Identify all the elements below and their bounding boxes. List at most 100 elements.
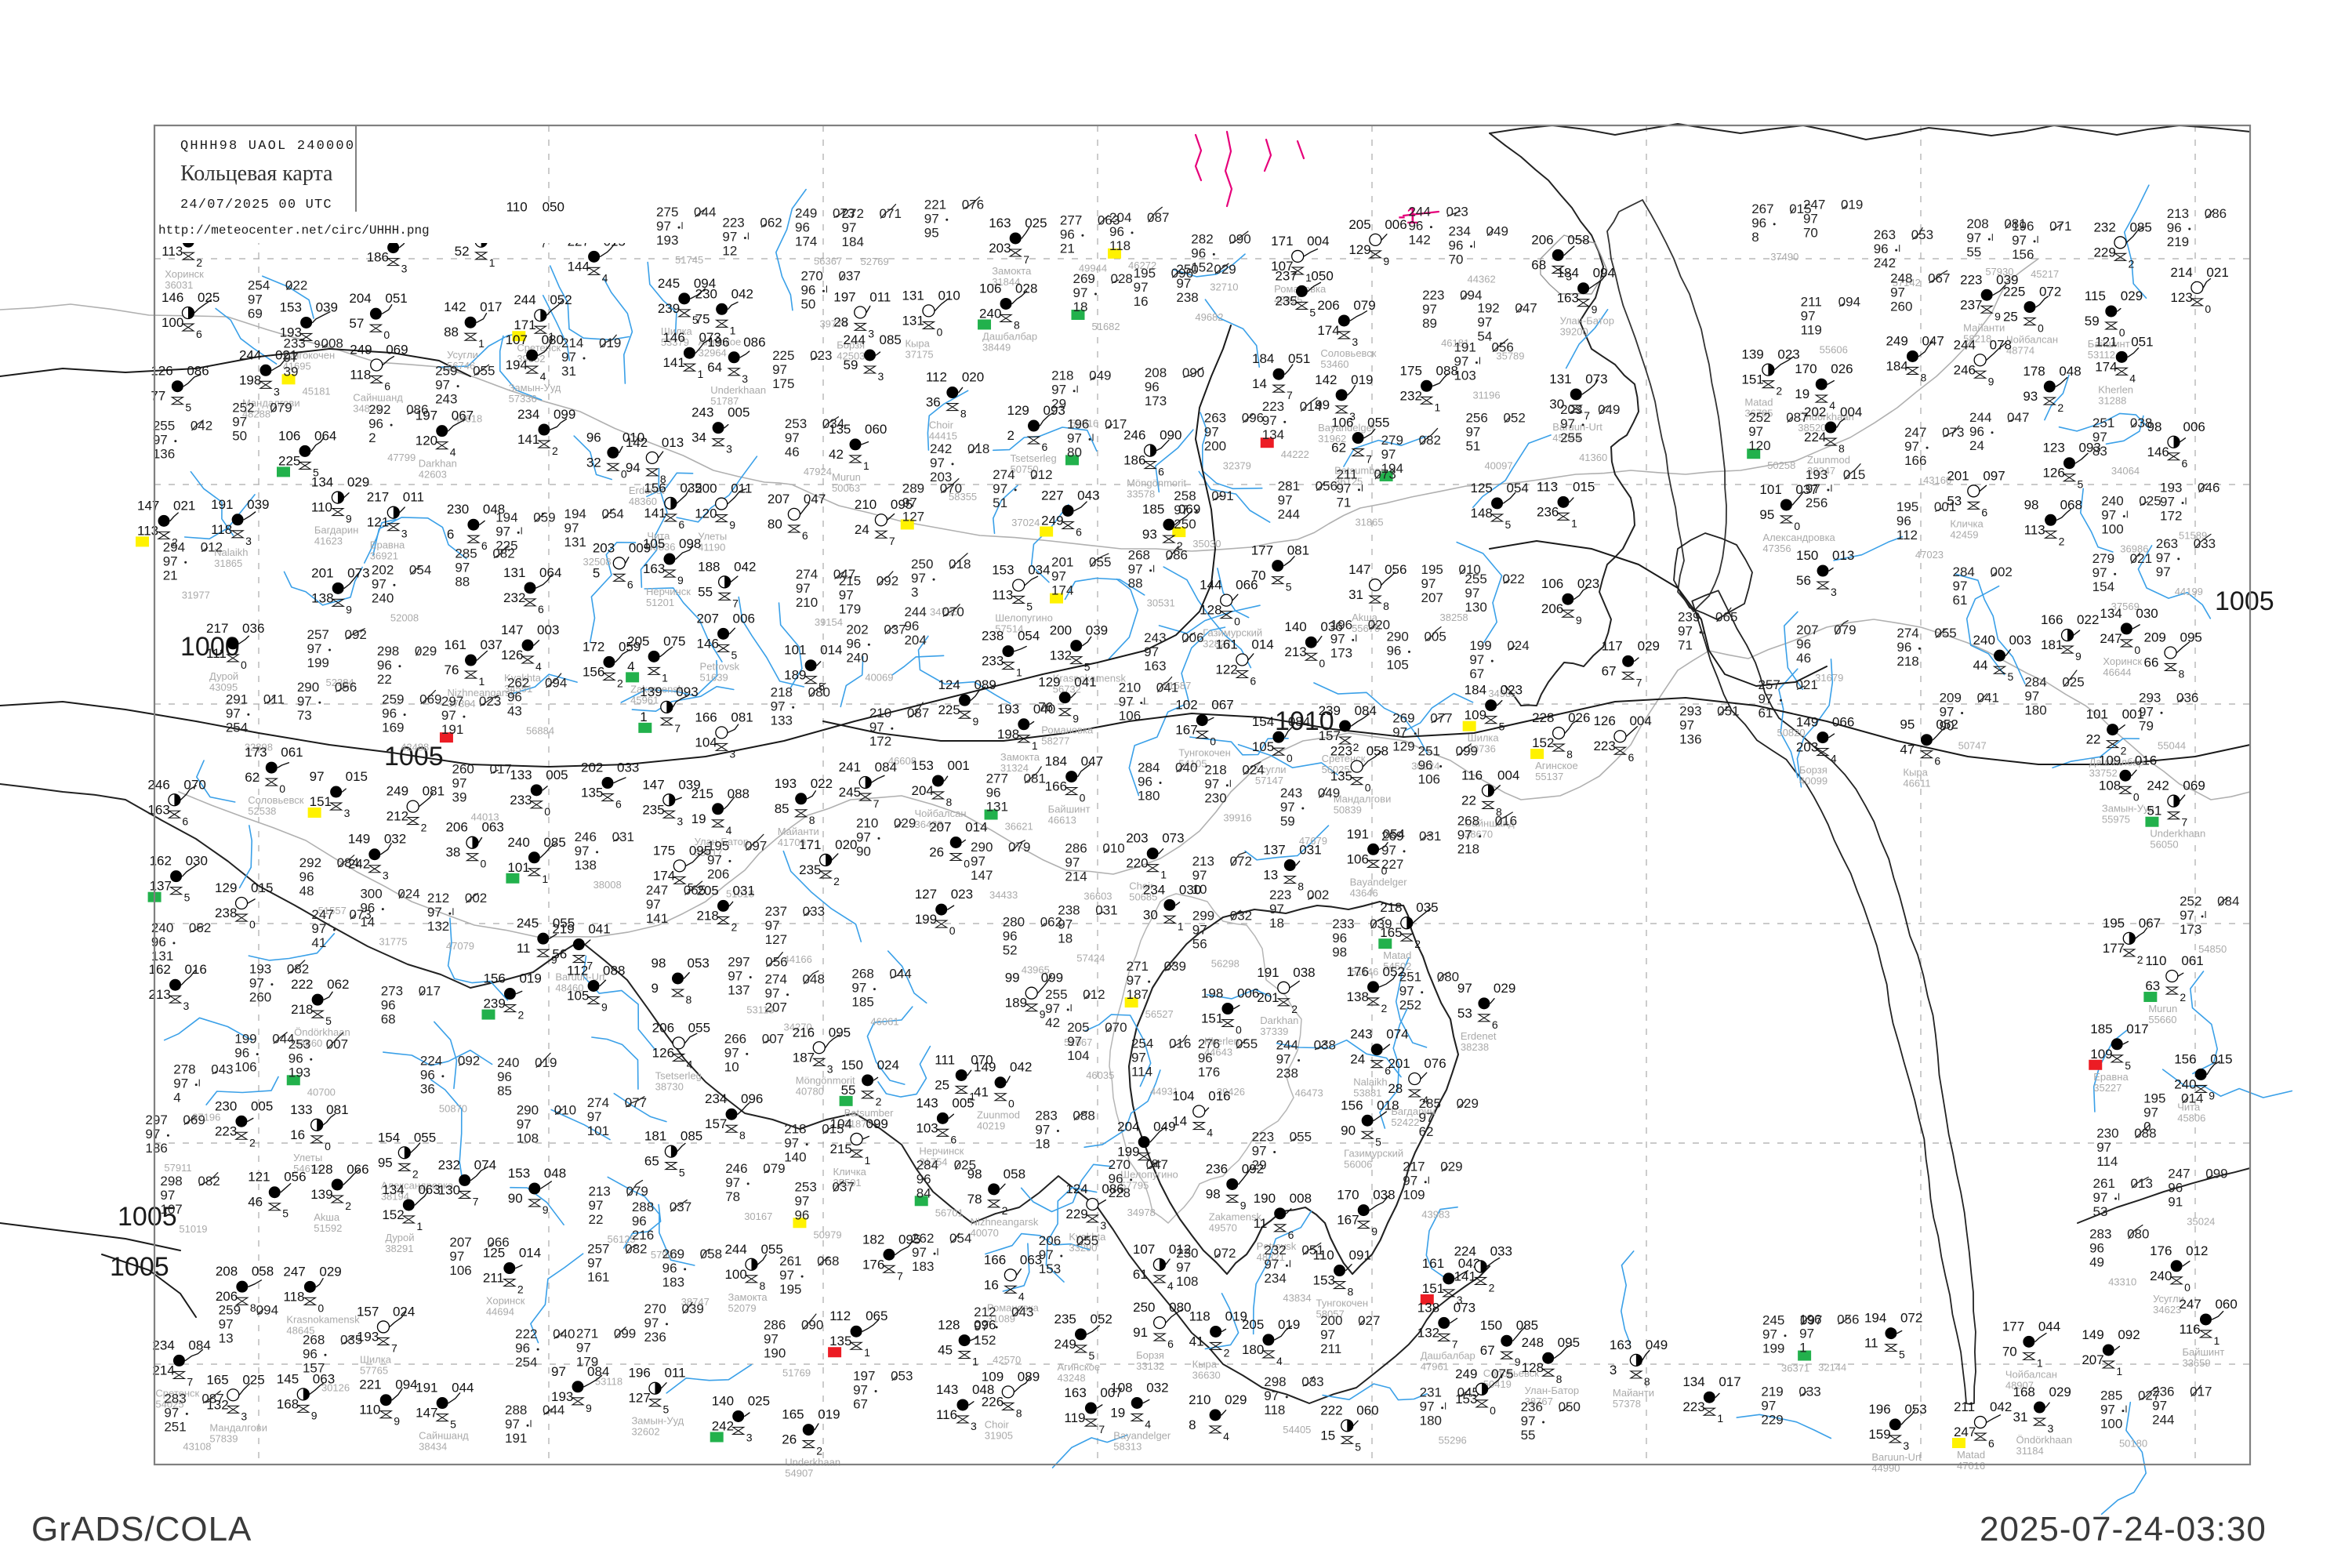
svg-text:39916: 39916: [1223, 812, 1251, 824]
svg-text:43646: 43646: [1350, 887, 1378, 898]
svg-text:42488: 42488: [401, 742, 429, 753]
svg-text:214: 214: [1065, 869, 1087, 884]
svg-text:33659: 33659: [2182, 1357, 2210, 1369]
svg-text:6: 6: [384, 379, 390, 392]
svg-text:97: 97: [1204, 777, 1219, 792]
svg-text:165: 165: [782, 1407, 804, 1422]
svg-text:208: 208: [1966, 216, 1988, 231]
svg-text:Соловьевск: Соловьевск: [248, 794, 303, 806]
svg-text:062: 062: [327, 977, 349, 992]
svg-text:33578: 33578: [1127, 488, 1155, 500]
svg-text:029: 029: [347, 475, 369, 490]
svg-text:6: 6: [196, 328, 202, 340]
svg-text:8: 8: [1920, 371, 1926, 383]
svg-text:96: 96: [1896, 640, 1911, 655]
svg-text:175: 175: [653, 843, 675, 858]
svg-text:242: 242: [930, 441, 952, 456]
svg-text:166: 166: [984, 1252, 1006, 1267]
svg-text:Кличка: Кличка: [1950, 517, 1984, 529]
svg-text:31865: 31865: [214, 557, 242, 569]
svg-text:044: 044: [889, 967, 911, 982]
svg-text:38449: 38449: [982, 341, 1011, 353]
svg-text:45806: 45806: [2177, 1112, 2205, 1123]
svg-text:1: 1: [489, 256, 495, 269]
svg-text:247: 247: [283, 1264, 305, 1279]
svg-text:51682: 51682: [1091, 321, 1120, 332]
svg-text:50: 50: [232, 429, 247, 444]
svg-text:89: 89: [1422, 316, 1437, 331]
svg-text:134: 134: [2100, 606, 2122, 621]
svg-text:2: 2: [617, 677, 623, 689]
svg-text:255: 255: [1045, 987, 1067, 1002]
svg-text:195: 195: [707, 838, 729, 853]
svg-text:024: 024: [1507, 638, 1529, 653]
svg-text:136: 136: [153, 447, 175, 462]
svg-text:97: 97: [564, 521, 579, 535]
svg-text:4: 4: [1018, 1290, 1025, 1302]
svg-text:97: 97: [785, 430, 800, 445]
svg-text:052: 052: [550, 292, 572, 307]
svg-text:97: 97: [2143, 1105, 2158, 1120]
svg-text:253: 253: [289, 1036, 310, 1051]
svg-text:137: 137: [1263, 843, 1285, 858]
svg-text:080: 080: [542, 332, 564, 347]
svg-text:058: 058: [1367, 744, 1388, 759]
svg-text:042: 042: [191, 419, 212, 434]
svg-text:105: 105: [643, 536, 665, 551]
svg-text:244: 244: [239, 347, 261, 362]
svg-text:189: 189: [1005, 996, 1027, 1011]
svg-text:068: 068: [2060, 497, 2082, 512]
svg-text:070: 070: [183, 777, 205, 792]
svg-text:194: 194: [1864, 1311, 1886, 1326]
svg-text:211: 211: [483, 1271, 504, 1286]
svg-text:056: 056: [1837, 1312, 1859, 1327]
svg-text:96: 96: [497, 1069, 512, 1084]
svg-text:190: 190: [764, 1345, 786, 1360]
svg-text:121: 121: [248, 1170, 270, 1185]
svg-text:8: 8: [946, 796, 952, 808]
svg-text:108: 108: [517, 1131, 539, 1145]
svg-text:154: 154: [2092, 579, 2114, 594]
svg-text:025: 025: [242, 1372, 264, 1387]
svg-text:106: 106: [1347, 851, 1369, 866]
svg-text:53: 53: [1947, 493, 1962, 508]
svg-text:132: 132: [1417, 1325, 1439, 1340]
svg-text:163: 163: [147, 802, 169, 817]
svg-text:46035: 46035: [1086, 1069, 1114, 1081]
svg-text:88: 88: [1128, 576, 1143, 591]
svg-text:247: 247: [1803, 197, 1825, 212]
svg-text:187: 187: [1127, 987, 1149, 1002]
svg-text:210: 210: [856, 815, 878, 830]
svg-text:017: 017: [2126, 1022, 2148, 1036]
svg-text:Дашбалбар: Дашбалбар: [1421, 1349, 1475, 1361]
svg-text:56006: 56006: [1344, 1158, 1372, 1170]
svg-text:129: 129: [1392, 739, 1414, 754]
svg-text:237: 237: [1275, 268, 1297, 283]
svg-text:005: 005: [728, 405, 750, 420]
svg-text:015: 015: [1573, 479, 1595, 494]
svg-text:104: 104: [1067, 1048, 1089, 1063]
svg-text:044: 044: [452, 1381, 474, 1396]
svg-text:091: 091: [1211, 488, 1233, 503]
svg-text:263: 263: [1204, 411, 1226, 426]
svg-text:54: 54: [1477, 328, 1492, 343]
svg-text:053: 053: [1904, 1402, 1926, 1417]
svg-text:049: 049: [1646, 1338, 1668, 1352]
svg-text:119: 119: [1064, 1410, 1085, 1425]
svg-text:163: 163: [643, 561, 665, 576]
svg-text:166: 166: [1045, 779, 1067, 794]
svg-text:272: 272: [842, 206, 864, 221]
svg-text:073: 073: [1162, 831, 1184, 846]
svg-text:244: 244: [2152, 1413, 2174, 1428]
svg-text:132: 132: [1050, 648, 1072, 663]
svg-text:137: 137: [728, 983, 750, 998]
svg-text:3: 3: [241, 1410, 247, 1422]
svg-text:57765: 57765: [360, 1364, 388, 1376]
svg-text:141: 141: [644, 506, 666, 521]
svg-text:Мандалгови: Мандалгови: [209, 1421, 267, 1433]
svg-text:012: 012: [201, 539, 223, 554]
svg-text:4: 4: [627, 659, 634, 673]
svg-text:32710: 32710: [1210, 281, 1238, 292]
svg-text:016: 016: [185, 962, 207, 977]
svg-text:174: 174: [1051, 583, 1073, 598]
